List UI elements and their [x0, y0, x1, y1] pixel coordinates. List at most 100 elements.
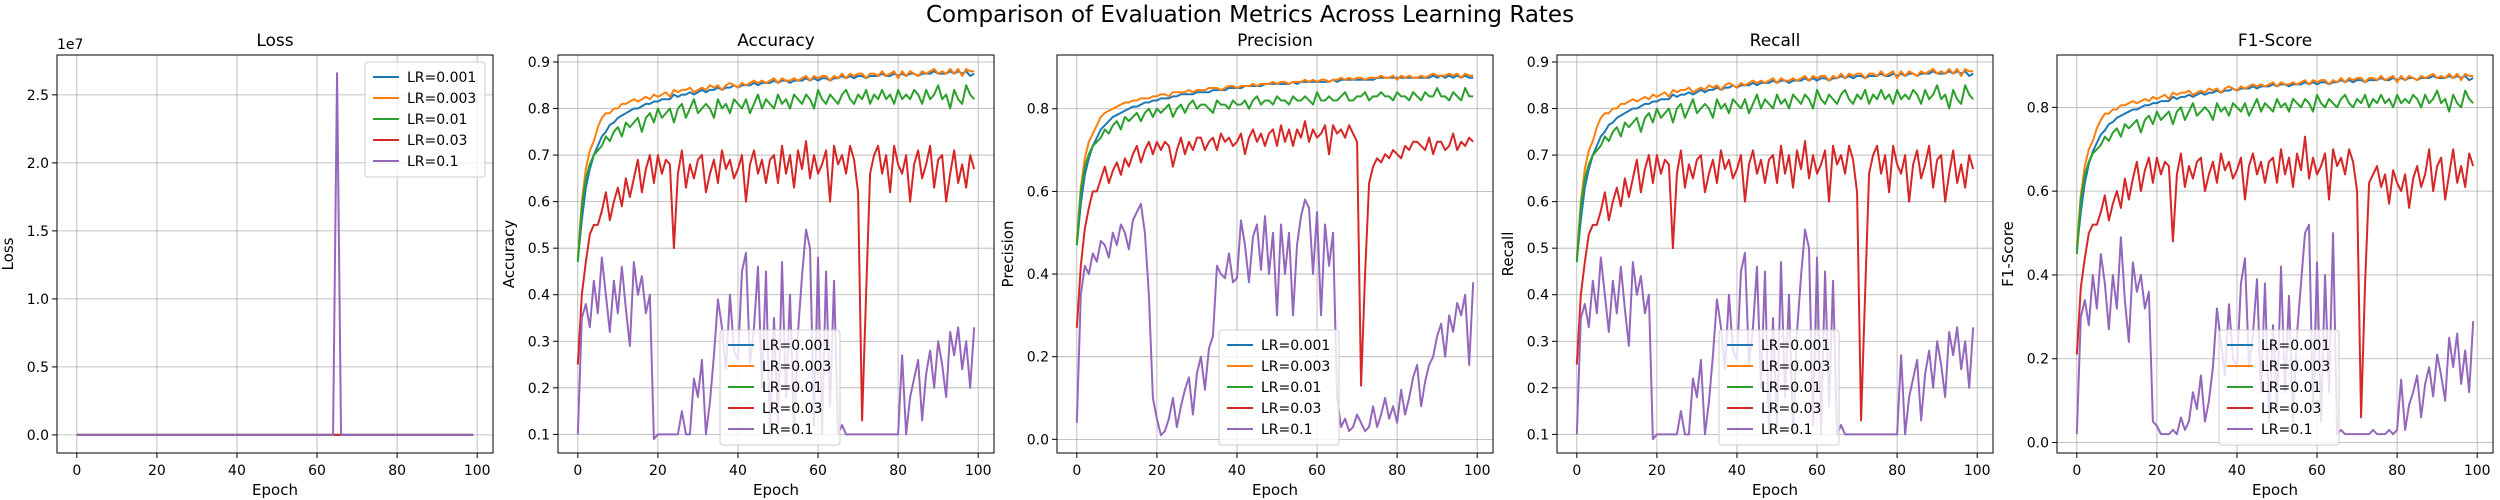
- x-tick-label: 40: [2228, 463, 2246, 479]
- subplot-f1-score: 0 20 40 60 80 100 0.0 0.2 0.4 0.6 0.8 F1-Score Epoch…: [1999, 31, 2494, 499]
- series-line-lr-0-03: [1575, 140, 1975, 422]
- x-tick-label: 20: [1148, 463, 1166, 479]
- y-tick-label: 0.9: [528, 55, 550, 71]
- y-tick-label: 0.4: [2027, 268, 2049, 284]
- subplot-precision: 0 20 40 60 80 100 0.0 0.2 0.4 0.6 0.8 Precision Epoc…: [999, 31, 1494, 499]
- axes-frame: [2056, 54, 2494, 454]
- x-axis-label: Epoch: [753, 481, 799, 499]
- series-lines: [576, 67, 976, 441]
- subplot-title: Recall: [1750, 31, 1801, 51]
- legend-entry: LR=0.01: [407, 112, 467, 128]
- x-tick-label: 20: [148, 463, 166, 479]
- series-line-lr-0-003: [1075, 72, 1474, 242]
- legend-entry: LR=0.003: [1761, 359, 1830, 375]
- y-tick-label: 1.0: [27, 292, 49, 308]
- legend-entry: LR=0.01: [1761, 380, 1821, 396]
- series-line-lr-0-003: [576, 67, 975, 258]
- series-lines: [1075, 72, 1475, 437]
- x-tick-label: 40: [228, 463, 246, 479]
- x-tick-label: 40: [1728, 463, 1746, 479]
- y-offset-text: 1e7: [57, 37, 83, 53]
- axes-frame: [56, 54, 494, 454]
- subplot-title: Accuracy: [737, 31, 815, 51]
- x-tick-label: 80: [1888, 463, 1906, 479]
- series-line-lr-0-1: [1075, 198, 1475, 437]
- x-tick-label: 0: [573, 463, 582, 479]
- series-line-lr-0-03: [576, 140, 976, 422]
- x-tick-label: 60: [1808, 463, 1826, 479]
- x-axis-label: Epoch: [1252, 481, 1298, 499]
- series-line-lr-0-1: [76, 72, 474, 436]
- legend: LR=0.001 LR=0.003 LR=0.01 LR=0.03 LR=0.1: [364, 61, 486, 178]
- series-line-lr-0-01: [576, 84, 975, 263]
- y-tick-label: 0.1: [528, 427, 550, 443]
- subplot-recall: 0 20 40 60 80 100 0.1 0.2 0.3 0.4 0.5 0.6 0.7 0.8 0.9 R…: [1499, 31, 1994, 499]
- y-tick-label: 0.7: [528, 148, 550, 164]
- axes-frame: [1056, 54, 1494, 454]
- legend-entry: LR=0.1: [762, 422, 814, 438]
- y-tick-label: 0.0: [27, 428, 49, 444]
- subplot-accuracy: 0 20 40 60 80 100 0.1 0.2 0.3 0.4 0.5 0.6 0.7 0.8 0.9 A…: [500, 31, 995, 499]
- y-axis-label: F1-Score: [1999, 221, 2017, 287]
- series-lines: [76, 72, 474, 436]
- legend: LR=0.001 LR=0.003 LR=0.01 LR=0.03 LR=0.1: [1218, 329, 1340, 446]
- y-tick-label: 0.0: [2027, 436, 2049, 452]
- subplot-loss: 0 20 40 60 80 100 0.0 0.5 1.0 1.5 2.0 2.5 1e7 Loss Epo…: [0, 31, 494, 499]
- legend-entry: LR=0.1: [1761, 422, 1813, 438]
- legend-entry: LR=0.1: [1261, 422, 1313, 438]
- grid: [1057, 55, 1493, 453]
- y-tick-label: 0.1: [1527, 427, 1549, 443]
- x-tick-label: 60: [2308, 463, 2326, 479]
- x-tick-label: 80: [889, 463, 907, 479]
- x-tick-label: 0: [1072, 463, 1081, 479]
- y-tick-label: 0.5: [528, 241, 550, 257]
- series-line-lr-0-01: [2075, 89, 2474, 255]
- y-tick-label: 0.6: [2027, 184, 2049, 200]
- subplot-title: Precision: [1237, 31, 1313, 51]
- legend-entry: LR=0.001: [1761, 338, 1830, 354]
- y-tick-label: 0.6: [1527, 195, 1549, 211]
- y-tick-label: 0.6: [1027, 184, 1049, 200]
- figure-suptitle: Comparison of Evaluation Metrics Across …: [926, 2, 1574, 28]
- legend-entry: LR=0.1: [407, 154, 459, 170]
- x-tick-label: 100: [1464, 463, 1491, 479]
- y-tick-label: 0.2: [528, 381, 550, 397]
- x-tick-label: 80: [1388, 463, 1406, 479]
- axes-frame: [1556, 54, 1994, 454]
- y-tick-label: 0.4: [1527, 288, 1549, 304]
- series-line-lr-0-01: [1075, 87, 1474, 246]
- y-tick-label: 0.5: [27, 360, 49, 376]
- x-tick-label: 20: [2148, 463, 2166, 479]
- y-tick-label: 0.5: [1527, 241, 1549, 257]
- y-tick-label: 0.8: [528, 102, 550, 118]
- x-tick-label: 0: [72, 463, 81, 479]
- legend-entry: LR=0.03: [407, 133, 467, 149]
- legend-entry: LR=0.1: [2261, 422, 2313, 438]
- series-line-lr-0-003: [1575, 67, 1974, 258]
- y-tick-label: 0.3: [528, 334, 550, 350]
- y-tick-label: 0.3: [1527, 334, 1549, 350]
- y-axis-label: Precision: [999, 221, 1017, 288]
- series-line-lr-0-01: [1575, 84, 1974, 263]
- legend-entry: LR=0.001: [762, 338, 831, 354]
- legend-entry: LR=0.03: [762, 401, 822, 417]
- x-axis-label: Epoch: [252, 481, 298, 499]
- legend-entry: LR=0.01: [1261, 380, 1321, 396]
- legend-entry: LR=0.01: [2261, 380, 2321, 396]
- legend-entry: LR=0.03: [1761, 401, 1821, 417]
- y-tick-label: 0.8: [1027, 102, 1049, 118]
- y-tick-label: 0.9: [1527, 55, 1549, 71]
- legend-entry: LR=0.003: [2261, 359, 2330, 375]
- legend-entry: LR=0.001: [1261, 338, 1330, 354]
- legend-entry: LR=0.001: [407, 70, 476, 86]
- x-axis-label: Epoch: [2252, 481, 2298, 499]
- y-axis-label: Recall: [1499, 232, 1517, 277]
- x-tick-label: 80: [388, 463, 406, 479]
- legend-entry: LR=0.03: [2261, 401, 2321, 417]
- y-tick-label: 0.2: [1527, 381, 1549, 397]
- y-tick-label: 0.8: [2027, 100, 2049, 116]
- legend-entry: LR=0.003: [762, 359, 831, 375]
- legend-entry: LR=0.003: [1261, 359, 1330, 375]
- y-tick-label: 0.4: [1027, 267, 1049, 283]
- x-tick-label: 100: [464, 463, 491, 479]
